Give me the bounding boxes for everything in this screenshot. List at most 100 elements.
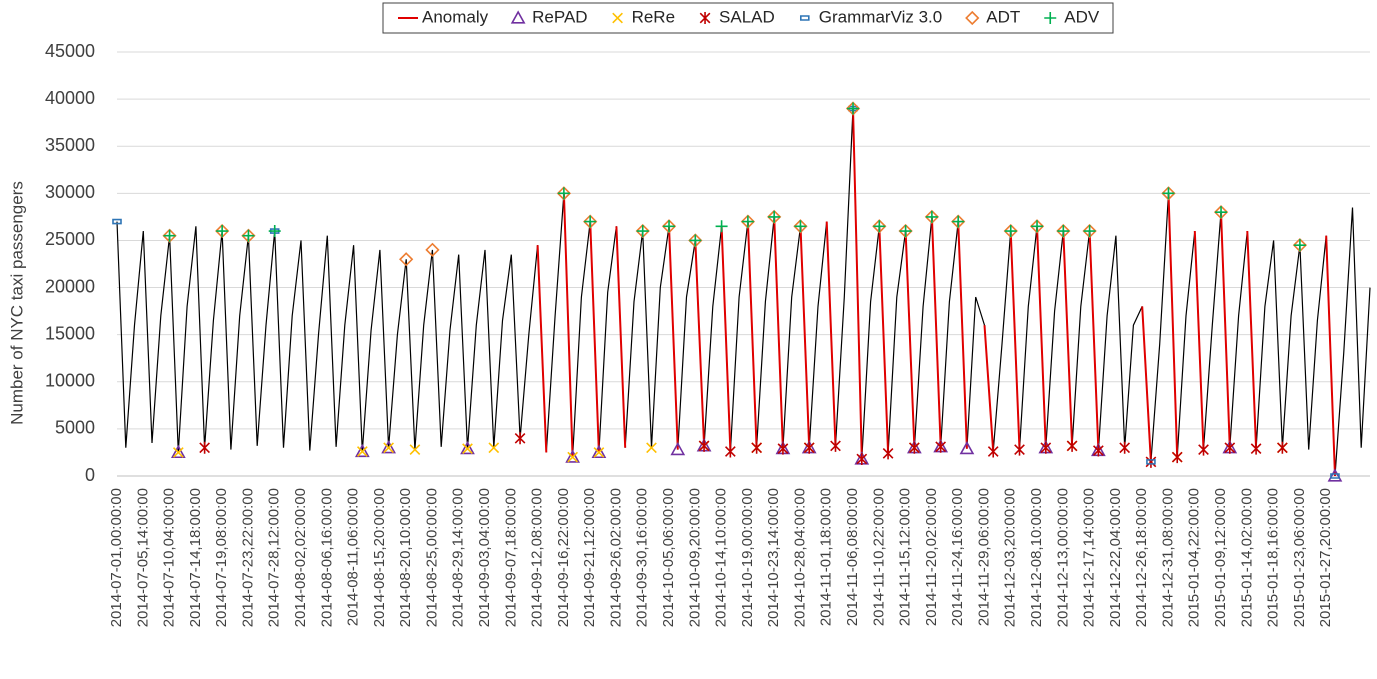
marker: [794, 220, 807, 233]
marker: [1146, 459, 1156, 465]
legend-box: [382, 2, 1114, 34]
marker: [767, 209, 782, 225]
y-tick-label: 5000: [55, 418, 95, 438]
x-tick-label: 2014-10-28,04:00:00: [791, 488, 808, 627]
marker: [987, 445, 999, 458]
x-tick-label: 2015-01-14,02:00:00: [1238, 488, 1255, 627]
marker: [268, 225, 281, 238]
marker: [565, 449, 580, 463]
x-tick-label: 2014-07-10,04:00:00: [161, 488, 178, 627]
marker: [899, 225, 912, 238]
legend-swatch: [799, 15, 810, 21]
marker: [1004, 225, 1017, 238]
marker: [356, 446, 368, 457]
marker: [514, 432, 526, 445]
marker: [1145, 455, 1157, 468]
marker: [724, 445, 736, 458]
marker: [163, 229, 176, 242]
marker: [873, 220, 886, 233]
marker: [1215, 206, 1228, 219]
marker: [216, 225, 229, 238]
legend-label: SALAD: [719, 7, 775, 26]
x-tick-label: 2014-12-13,00:00:00: [1054, 488, 1071, 627]
marker: [1171, 451, 1183, 464]
marker: [425, 242, 440, 257]
marker: [1162, 187, 1175, 200]
y-tick-label: 20000: [45, 276, 95, 296]
x-tick-label: 2014-08-20,10:00:00: [397, 488, 414, 627]
marker: [698, 439, 710, 452]
marker: [689, 234, 702, 247]
x-tick-label: 2014-10-14,10:00:00: [713, 488, 730, 627]
x-tick-label: 2014-11-10,22:00:00: [870, 488, 887, 626]
marker: [593, 447, 605, 458]
x-tick-label: 2014-08-06,16:00:00: [318, 488, 335, 627]
x-tick-label: 2014-12-26,18:00:00: [1133, 488, 1150, 627]
x-tick-label: 2014-10-19,00:00:00: [739, 488, 756, 627]
marker: [1198, 443, 1209, 456]
marker: [935, 440, 947, 453]
marker: [567, 451, 579, 463]
marker: [584, 215, 597, 228]
marker: [830, 439, 841, 452]
marker: [670, 441, 686, 456]
x-tick-label: 2014-09-26,02:00:00: [607, 488, 624, 627]
marker: [170, 444, 186, 459]
marker: [462, 443, 473, 455]
marker: [488, 442, 500, 454]
marker: [591, 444, 607, 459]
marker: [1277, 441, 1288, 454]
legend-swatch: [510, 10, 526, 24]
legend-label: ADT: [986, 7, 1020, 26]
marker: [199, 441, 210, 454]
marker: [1014, 443, 1025, 456]
x-tick-label: 2014-07-05,14:00:00: [134, 488, 151, 627]
marker: [715, 220, 728, 233]
legend-swatch: [699, 12, 711, 24]
x-tick-label: 2014-08-11,06:00:00: [345, 488, 362, 626]
x-tick-label: 2014-08-02,02:00:00: [292, 488, 309, 627]
marker: [112, 218, 122, 225]
marker: [952, 215, 965, 228]
marker: [1057, 225, 1070, 238]
marker: [924, 209, 940, 225]
y-tick-label: 30000: [45, 182, 95, 202]
marker: [847, 102, 860, 115]
x-tick-label: 2014-07-01,00:00:00: [108, 488, 125, 627]
marker: [1213, 205, 1229, 220]
y-tick-label: 0: [85, 465, 95, 485]
marker: [908, 441, 920, 454]
legend-swatch: [612, 12, 623, 24]
legend-label: ADV: [1064, 7, 1100, 26]
marker: [1292, 238, 1308, 253]
marker: [751, 441, 763, 454]
x-tick-label: 2014-11-01,18:00:00: [818, 488, 835, 626]
marker: [1083, 225, 1096, 238]
x-tick-label: 2015-01-18,16:00:00: [1265, 488, 1282, 627]
x-tick-label: 2014-11-24,16:00:00: [949, 488, 966, 626]
series-line: [116, 108, 1371, 477]
x-tick-label: 2014-09-12,08:00:00: [529, 488, 546, 627]
x-tick-label: 2014-12-03,20:00:00: [1002, 488, 1019, 627]
marker: [1093, 444, 1104, 457]
x-tick-label: 2014-09-03,04:00:00: [476, 488, 493, 627]
x-tick-label: 2014-11-20,02:00:00: [923, 488, 940, 626]
x-tick-label: 2014-08-25,00:00:00: [423, 488, 440, 627]
marker: [1066, 439, 1078, 452]
x-tick-label: 2014-07-23,22:00:00: [239, 488, 256, 627]
marker: [383, 442, 394, 454]
y-axis-title: Number of NYC taxi passengers: [7, 181, 26, 425]
legend-label: RePAD: [532, 7, 587, 26]
marker: [663, 220, 676, 233]
x-tick-label: 2014-09-07,18:00:00: [502, 488, 519, 627]
legend-swatch: [965, 10, 980, 26]
marker: [399, 252, 414, 267]
marker: [1327, 468, 1343, 482]
marker: [856, 453, 868, 466]
marker: [1293, 239, 1306, 252]
x-tick-label: 2014-08-29,14:00:00: [450, 488, 467, 627]
x-tick-label: 2014-08-15,20:00:00: [371, 488, 388, 627]
x-tick-label: 2014-07-28,12:00:00: [266, 488, 283, 627]
marker: [1031, 220, 1044, 233]
